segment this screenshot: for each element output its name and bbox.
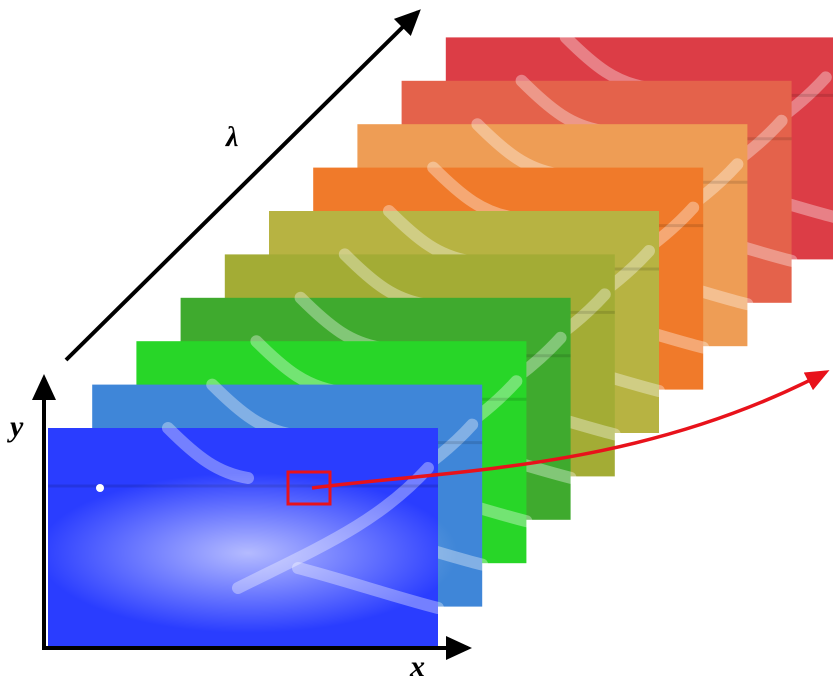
lambda-axis-label: λ (226, 122, 239, 153)
x-axis-label: x (410, 650, 425, 683)
selected-pixel-box (286, 470, 332, 506)
spectral-frames (38, 31, 833, 650)
y-axis-label: y (10, 410, 24, 443)
lambda-axis-arrow (64, 9, 421, 362)
frame-violet (38, 422, 458, 650)
spectrum-arrow (311, 370, 830, 490)
